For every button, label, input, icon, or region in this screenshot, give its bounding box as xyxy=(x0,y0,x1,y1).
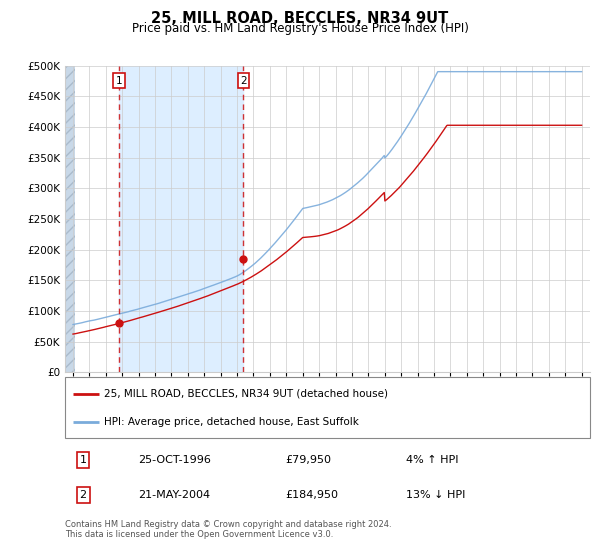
Text: 13% ↓ HPI: 13% ↓ HPI xyxy=(406,490,466,500)
Text: 1: 1 xyxy=(80,455,86,465)
Text: 25, MILL ROAD, BECCLES, NR34 9UT (detached house): 25, MILL ROAD, BECCLES, NR34 9UT (detach… xyxy=(104,389,388,399)
Text: 2: 2 xyxy=(240,76,247,86)
Text: HPI: Average price, detached house, East Suffolk: HPI: Average price, detached house, East… xyxy=(104,417,359,427)
Text: 21-MAY-2004: 21-MAY-2004 xyxy=(139,490,211,500)
Text: 25, MILL ROAD, BECCLES, NR34 9UT: 25, MILL ROAD, BECCLES, NR34 9UT xyxy=(151,11,449,26)
Text: 4% ↑ HPI: 4% ↑ HPI xyxy=(406,455,458,465)
Text: 1: 1 xyxy=(116,76,122,86)
Text: 25-OCT-1996: 25-OCT-1996 xyxy=(139,455,211,465)
Text: £184,950: £184,950 xyxy=(286,490,338,500)
FancyBboxPatch shape xyxy=(65,377,590,438)
Text: Contains HM Land Registry data © Crown copyright and database right 2024.
This d: Contains HM Land Registry data © Crown c… xyxy=(65,520,391,539)
Text: Price paid vs. HM Land Registry's House Price Index (HPI): Price paid vs. HM Land Registry's House … xyxy=(131,22,469,35)
Text: 2: 2 xyxy=(80,490,87,500)
Bar xyxy=(65,66,74,372)
Bar xyxy=(119,66,244,372)
Text: £79,950: £79,950 xyxy=(286,455,331,465)
